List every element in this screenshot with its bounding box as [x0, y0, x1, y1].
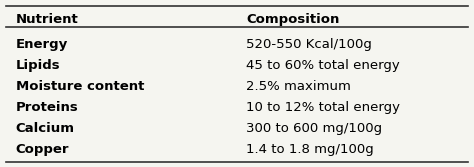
Text: 10 to 12% total energy: 10 to 12% total energy	[246, 101, 401, 114]
Text: 2.5% maximum: 2.5% maximum	[246, 79, 351, 93]
Text: 520-550 Kcal/100g: 520-550 Kcal/100g	[246, 38, 372, 51]
Text: Nutrient: Nutrient	[16, 13, 78, 26]
Text: Calcium: Calcium	[16, 122, 74, 135]
Text: Proteins: Proteins	[16, 101, 78, 114]
Text: 1.4 to 1.8 mg/100g: 1.4 to 1.8 mg/100g	[246, 143, 374, 156]
Text: 45 to 60% total energy: 45 to 60% total energy	[246, 59, 400, 71]
Text: 300 to 600 mg/100g: 300 to 600 mg/100g	[246, 122, 383, 135]
Text: Composition: Composition	[246, 13, 340, 26]
Text: Energy: Energy	[16, 38, 68, 51]
Text: Copper: Copper	[16, 143, 69, 156]
Text: Lipids: Lipids	[16, 59, 60, 71]
Text: Moisture content: Moisture content	[16, 79, 144, 93]
